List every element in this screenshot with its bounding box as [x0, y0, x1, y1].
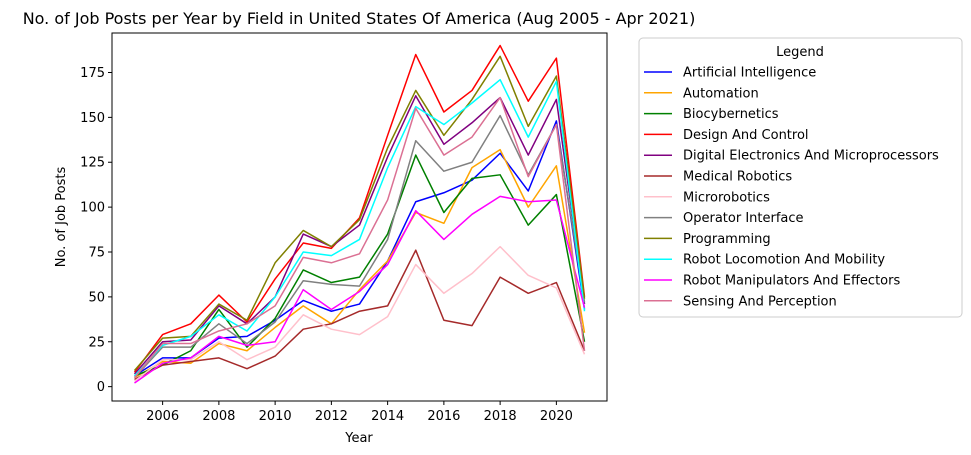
series-line-robot-locomotion-and-mobility [133, 78, 586, 377]
x-axis: 2006 2008 2010 2012 2014 2016 2018 2020 [146, 401, 573, 424]
x-tick-label: 2016 [427, 409, 460, 424]
y-tick-label: 125 [80, 156, 105, 171]
series-line-sensing-and-perception [133, 96, 586, 379]
x-tick-label: 2018 [484, 409, 517, 424]
series-line-biocybernetics [134, 154, 586, 377]
plot-lines [133, 44, 586, 384]
x-tick-label: 2010 [259, 409, 292, 424]
x-tick-label: 2014 [371, 409, 404, 424]
y-axis: 0 25 50 75 100 125 150 175 [80, 66, 112, 395]
x-tick-label: 2006 [146, 409, 179, 424]
legend-items: Artificial Intelligence Automation Biocybe… [644, 66, 939, 309]
series-line-artificial-intelligence [134, 120, 586, 377]
y-tick-label: 150 [80, 111, 105, 126]
y-tick-label: 175 [80, 66, 105, 81]
y-tick-label: 0 [97, 380, 105, 395]
x-tick-label: 2020 [540, 409, 573, 424]
legend: Legend Artificial Intelligence Automation… [638, 37, 963, 318]
series-line-microrobotics [134, 245, 586, 382]
x-tick-label: 2012 [315, 409, 348, 424]
legend-label-automation: Automation [683, 86, 759, 101]
plot-area-frame [111, 32, 608, 402]
chart-title: No. of Job Posts per Year by Field in Un… [23, 9, 696, 28]
legend-label-sensing-and-perception: Sensing And Perception [683, 294, 837, 309]
legend-box [638, 37, 963, 318]
legend-label-artificial-intelligence: Artificial Intelligence [683, 66, 816, 81]
series-line-operator-interface [133, 114, 586, 379]
x-tick-label: 2008 [202, 409, 235, 424]
legend-label-design-and-control: Design And Control [683, 128, 809, 143]
legend-label-robot-locomotion-and-mobility: Robot Locomotion And Mobility [683, 253, 885, 268]
legend-label-medical-robotics: Medical Robotics [683, 170, 792, 185]
y-tick-label: 25 [88, 335, 105, 350]
series-line-robot-manipulators-and-effectors [134, 195, 586, 384]
series-line-automation [134, 148, 586, 379]
y-tick-label: 75 [88, 246, 105, 261]
y-axis-label: No. of Job Posts [54, 167, 69, 268]
series-line-medical-robotics [134, 249, 586, 381]
legend-label-digital-electronics-and-microprocessors: Digital Electronics And Microprocessors [683, 149, 939, 164]
x-axis-label: Year [344, 431, 373, 446]
series-line-programming [133, 55, 586, 371]
y-tick-label: 50 [88, 290, 105, 305]
legend-label-biocybernetics: Biocybernetics [683, 107, 779, 122]
legend-label-programming: Programming [683, 232, 771, 247]
legend-title: Legend [776, 45, 824, 60]
legend-label-robot-manipulators-and-effectors: Robot Manipulators And Effectors [683, 274, 900, 289]
series-line-digital-electronics-and-microprocessors [133, 95, 586, 375]
y-tick-label: 100 [80, 201, 105, 216]
legend-label-microrobotics: Microrobotics [683, 190, 770, 205]
legend-label-operator-interface: Operator Interface [683, 211, 804, 226]
